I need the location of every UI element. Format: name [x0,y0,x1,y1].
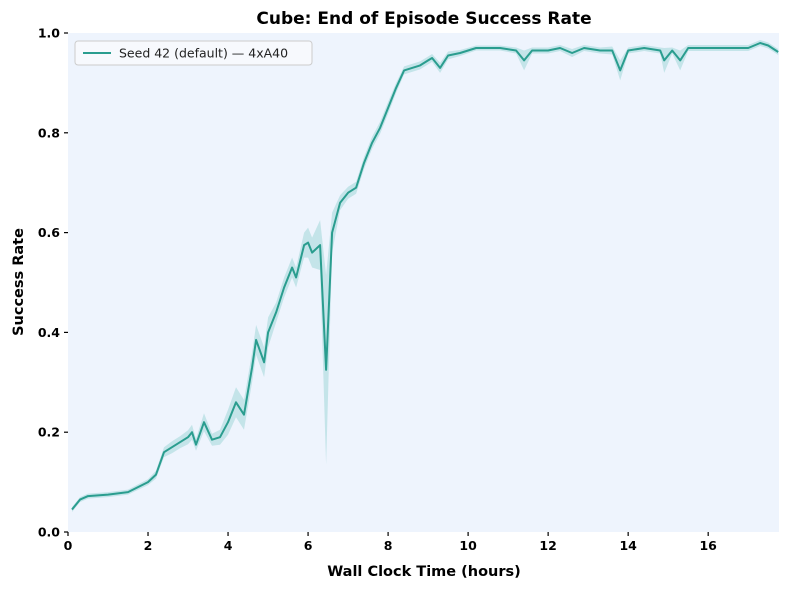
x-axis-label: Wall Clock Time (hours) [327,564,521,580]
x-tick-label: 12 [539,538,556,553]
x-tick-label: 14 [619,538,637,553]
x-tick-label: 10 [459,538,477,553]
chart-title: Cube: End of Episode Success Rate [256,9,591,29]
y-tick-label: 0.0 [38,525,60,540]
y-tick-label: 0.4 [38,325,60,340]
x-tick-label: 16 [699,538,717,553]
x-tick-label: 2 [144,538,153,553]
x-tick-label: 4 [224,538,233,553]
y-tick-label: 0.8 [38,125,60,140]
legend: Seed 42 (default) — 4xA40 [74,40,313,66]
data-line [71,42,779,511]
x-tick-label: 6 [304,538,313,553]
x-tick-label: 8 [384,538,393,553]
legend-label: Seed 42 (default) — 4xA40 [119,46,288,61]
y-axis-label: Success Rate [11,228,27,336]
y-axis: 0.0 0.2 0.4 0.6 0.8 1.0 [38,26,68,540]
x-axis: 0 2 4 6 8 10 12 14 16 [64,532,717,553]
plot-area [68,33,779,532]
legend-box [74,40,313,66]
y-tick-label: 0.2 [38,425,60,440]
y-tick-label: 1.0 [38,26,60,41]
y-tick-label: 0.6 [38,225,60,240]
x-tick-label: 0 [64,538,73,553]
